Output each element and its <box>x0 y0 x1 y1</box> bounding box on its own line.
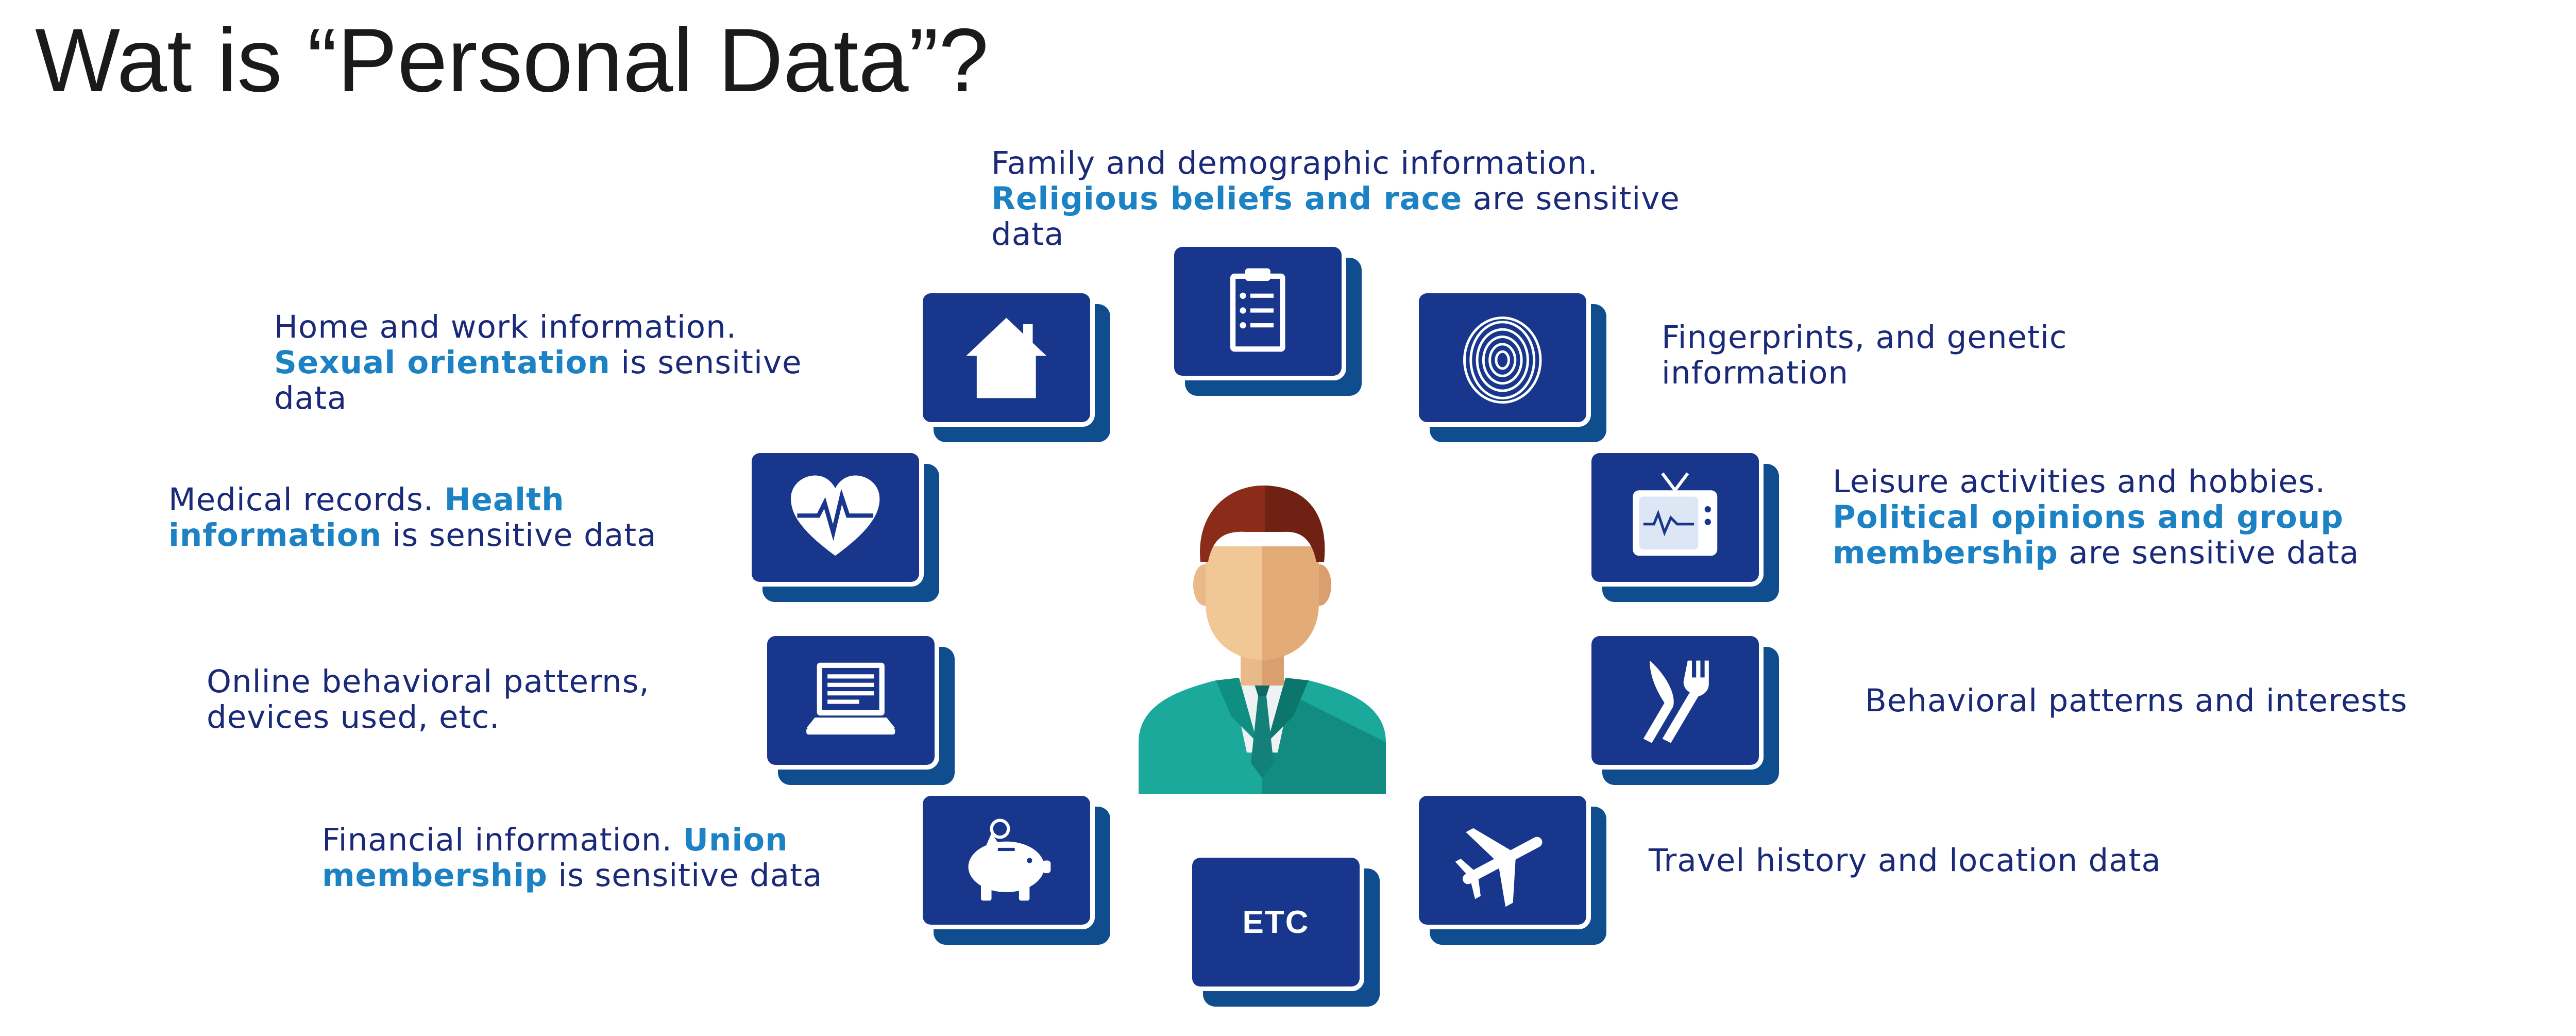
clipboard-icon <box>1230 268 1285 352</box>
piggy-bank-icon <box>968 818 1051 900</box>
family-label: Family and demographic information. Reli… <box>991 145 1680 253</box>
travel-tile <box>1414 791 1591 929</box>
behavioral-tile <box>1587 631 1764 770</box>
laptop-icon <box>806 662 895 734</box>
heart-icon <box>791 475 880 556</box>
medical-label: Medical records. Health information is s… <box>168 481 657 554</box>
financial-label: Financial information. Union membership … <box>322 822 823 894</box>
tv-icon <box>1633 472 1718 556</box>
airplane-icon <box>1455 828 1543 907</box>
house-icon <box>966 318 1047 398</box>
etc-tile: ETC <box>1188 853 1364 991</box>
tie <box>1251 696 1274 778</box>
fingerprint-tile <box>1414 289 1591 427</box>
financial-tile <box>918 791 1095 929</box>
home-label: Home and work information. Sexual orient… <box>274 309 802 416</box>
behavioral-label: Behavioral patterns and interests <box>1865 682 2408 719</box>
travel-label: Travel history and location data <box>1649 842 2161 879</box>
online-label: Online behavioral patterns, devices used… <box>207 663 650 736</box>
medical-tile <box>747 448 924 587</box>
leisure-label: Leisure activities and hobbies. Politica… <box>1833 463 2360 571</box>
home-tile <box>918 289 1095 427</box>
knife-fork-icon <box>1643 660 1709 743</box>
person-avatar <box>1139 485 1386 794</box>
slide-title: Wat is “Personal Data”? <box>35 10 989 111</box>
fingerprint-icon <box>1463 316 1542 404</box>
etc-label: ETC <box>1242 904 1310 940</box>
family-tile <box>1170 242 1346 380</box>
online-tile <box>762 631 939 770</box>
leisure-tile <box>1587 448 1764 587</box>
fingerprint-label: Fingerprints, and genetic information <box>1662 319 2067 391</box>
